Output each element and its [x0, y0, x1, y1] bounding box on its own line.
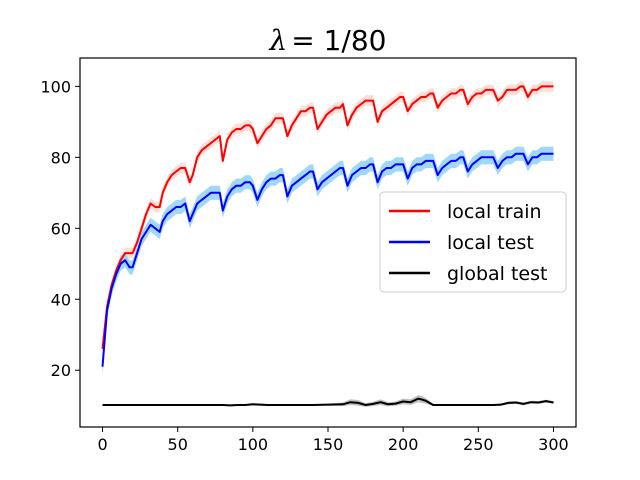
line-global-test: [102, 397, 554, 407]
x-tick-label: 50: [168, 435, 188, 454]
y-tick-label: 80: [51, 148, 71, 167]
legend-label-global-test: global test: [447, 263, 547, 285]
line-local-test: [101, 152, 554, 367]
y-tick-label: 100: [40, 77, 71, 96]
x-tick-label: 150: [313, 435, 344, 454]
x-tick-label: 100: [238, 435, 269, 454]
x-tick-label: 250: [463, 435, 494, 454]
line-local-train: [101, 85, 554, 350]
legend-label-local-test: local test: [447, 232, 534, 254]
x-axis: 0 50 100 150 200 250 300: [97, 427, 569, 454]
legend: local train local test global test: [379, 191, 567, 293]
legend-label-local-train: local train: [447, 201, 542, 223]
x-tick-label: 300: [538, 435, 569, 454]
series-lines: [101, 85, 554, 407]
x-tick-label: 0: [97, 435, 107, 454]
legend-box: [379, 191, 567, 293]
y-tick-label: 60: [51, 219, 71, 238]
chart-title-rest: = 1/80: [291, 24, 386, 57]
chart-title-symbol: λ: [269, 24, 288, 57]
chart-title: λ = 1/80: [269, 24, 387, 57]
y-axis: 20 40 60 80 100: [40, 77, 80, 380]
y-tick-label: 20: [51, 361, 71, 380]
x-tick-label: 200: [388, 435, 419, 454]
y-tick-label: 40: [51, 290, 71, 309]
